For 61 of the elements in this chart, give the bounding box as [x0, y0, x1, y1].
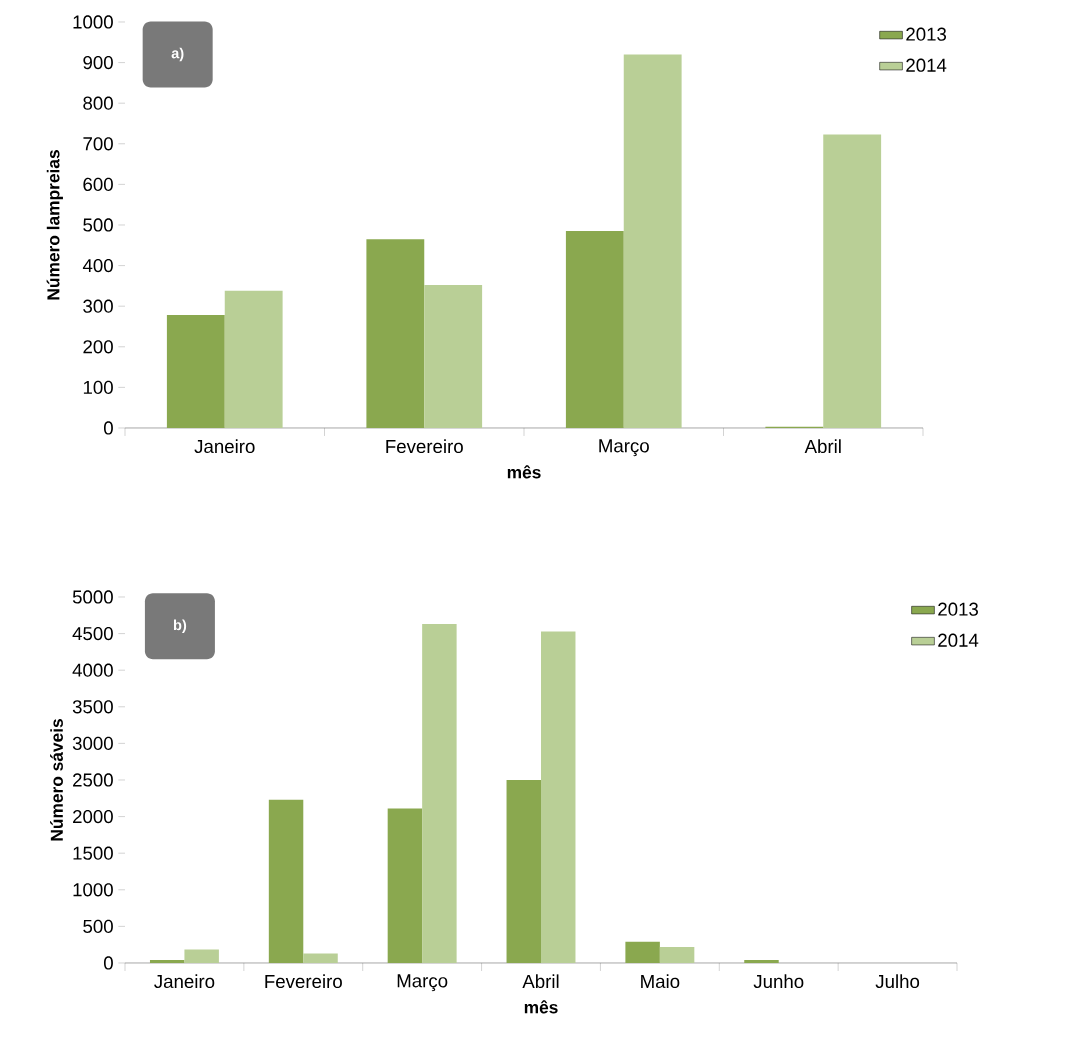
x-axis-title: mês: [524, 1000, 558, 1014]
y-tick-label: 600: [83, 177, 113, 191]
annotation: b): [173, 619, 187, 634]
bar: [224, 290, 283, 428]
y-axis-title: Número lampreias: [46, 150, 63, 300]
bar: [422, 624, 457, 963]
y-tick-label: 1500: [73, 846, 113, 860]
y-tick-label: 900: [83, 55, 113, 70]
bar: [268, 799, 304, 963]
x-tick-label: Março: [397, 974, 448, 992]
x-tick-label: Abril: [522, 974, 559, 989]
y-tick-label: 200: [83, 340, 113, 354]
annotation: a): [171, 47, 184, 62]
x-tick-label: Junho: [753, 974, 804, 989]
bar: [823, 134, 882, 428]
y-tick-label: 2500: [73, 773, 113, 787]
y-tick-label: 0: [103, 956, 113, 970]
y-tick-label: 1000: [73, 883, 113, 897]
bar: [387, 808, 423, 963]
y-tick-label: 300: [83, 299, 113, 313]
bar: [184, 949, 219, 963]
y-tick-label: 700: [83, 137, 113, 151]
bar: [625, 941, 660, 963]
x-tick-label: Maio: [641, 974, 680, 989]
bar: [541, 631, 576, 963]
bar: [659, 946, 695, 963]
bar: [149, 960, 185, 963]
y-tick-label: 1000: [73, 15, 113, 29]
y-tick-label: 100: [83, 380, 113, 394]
y-tick-label: 5000: [72, 590, 113, 604]
legend-label: 2013: [938, 602, 978, 616]
y-tick-label: 0: [103, 421, 113, 435]
y-tick-label: 2000: [73, 809, 113, 824]
x-tick-label: Janeiro: [154, 974, 215, 989]
y-tick-label: 3000: [72, 736, 113, 750]
bar: [565, 231, 624, 428]
bar: [166, 315, 225, 428]
bar: [303, 953, 338, 963]
legend-label: 2014: [906, 58, 947, 72]
y-tick-label: 4500: [72, 626, 113, 641]
bar: [623, 54, 682, 428]
x-tick-label: Fevereiro: [386, 439, 463, 454]
y-tick-label: 500: [83, 919, 113, 933]
legend-label: 2014: [938, 633, 979, 647]
x-tick-label: Março: [599, 439, 649, 457]
y-tick-label: 4000: [72, 663, 113, 677]
x-tick-label: Julho: [875, 974, 920, 989]
x-axis-title: mês: [507, 465, 541, 479]
y-tick-label: 800: [83, 96, 113, 110]
y-tick-label: 500: [83, 218, 113, 232]
y-axis-title: Número sáveis: [50, 719, 63, 841]
y-tick-label: 3500: [72, 700, 113, 714]
bar: [744, 960, 779, 963]
legend-label: 2013: [906, 27, 947, 41]
bar: [424, 285, 483, 428]
x-tick-label: Fevereiro: [265, 974, 342, 989]
y-tick-label: 400: [82, 258, 113, 273]
bar: [366, 239, 425, 428]
x-tick-label: Abril: [804, 439, 841, 454]
x-tick-label: Janeiro: [194, 439, 255, 454]
bar: [506, 779, 541, 963]
